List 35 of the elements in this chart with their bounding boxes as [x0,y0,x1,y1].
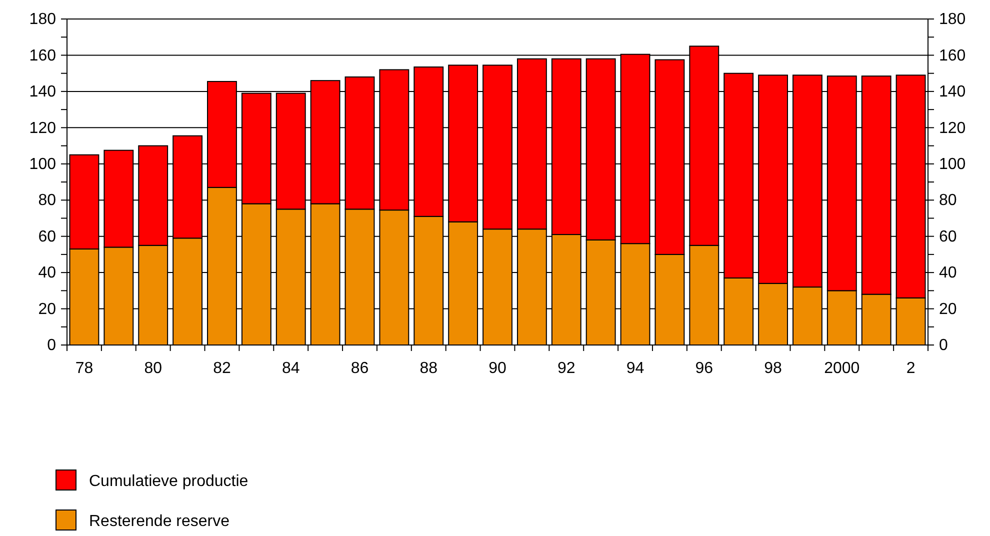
y-tick-label: 80 [38,192,56,210]
y-tick-label: 140 [29,84,56,101]
y2-tick-label: 80 [939,192,957,210]
y2-tick-label: 160 [939,47,966,64]
y-tick-label: 180 [29,11,56,28]
y-tick-label: 40 [38,264,56,282]
y2-tick-label: 40 [939,264,957,282]
x-tick-label: 82 [213,360,231,377]
y-tick-label: 120 [29,120,56,137]
y2-tick-label: 180 [939,11,966,28]
y2-tick-label: 120 [939,120,966,137]
y2-tick-label: 140 [939,84,966,101]
y2-tick-label: 0 [939,337,948,354]
x-tick-label: 2000 [824,360,860,377]
x-tick-label: 84 [282,360,300,377]
y2-tick-label: 20 [939,300,957,318]
x-tick-label: 2 [906,360,916,377]
y-tick-label: 60 [38,228,56,246]
x-tick-label: 90 [488,360,506,377]
y2-tick-label: 60 [939,228,957,246]
x-tick-label: 88 [420,360,438,377]
y-tick-label: 160 [29,47,56,64]
x-tick-label: 94 [626,360,644,377]
y-tick-label: 20 [38,300,56,318]
legend-label: Resterende reserve [89,513,230,530]
y2-tick-label: 100 [939,156,966,174]
x-tick-label: 92 [557,360,576,377]
x-tick-label: 80 [144,360,162,377]
y-tick-label: 100 [29,156,56,174]
legend-label: Cumulatieve productie [89,473,248,490]
x-tick-label: 86 [350,360,369,377]
x-tick-label: 78 [75,360,94,377]
x-tick-label: 96 [695,360,714,377]
y-tick-label: 0 [47,337,56,354]
x-tick-label: 98 [764,360,782,377]
